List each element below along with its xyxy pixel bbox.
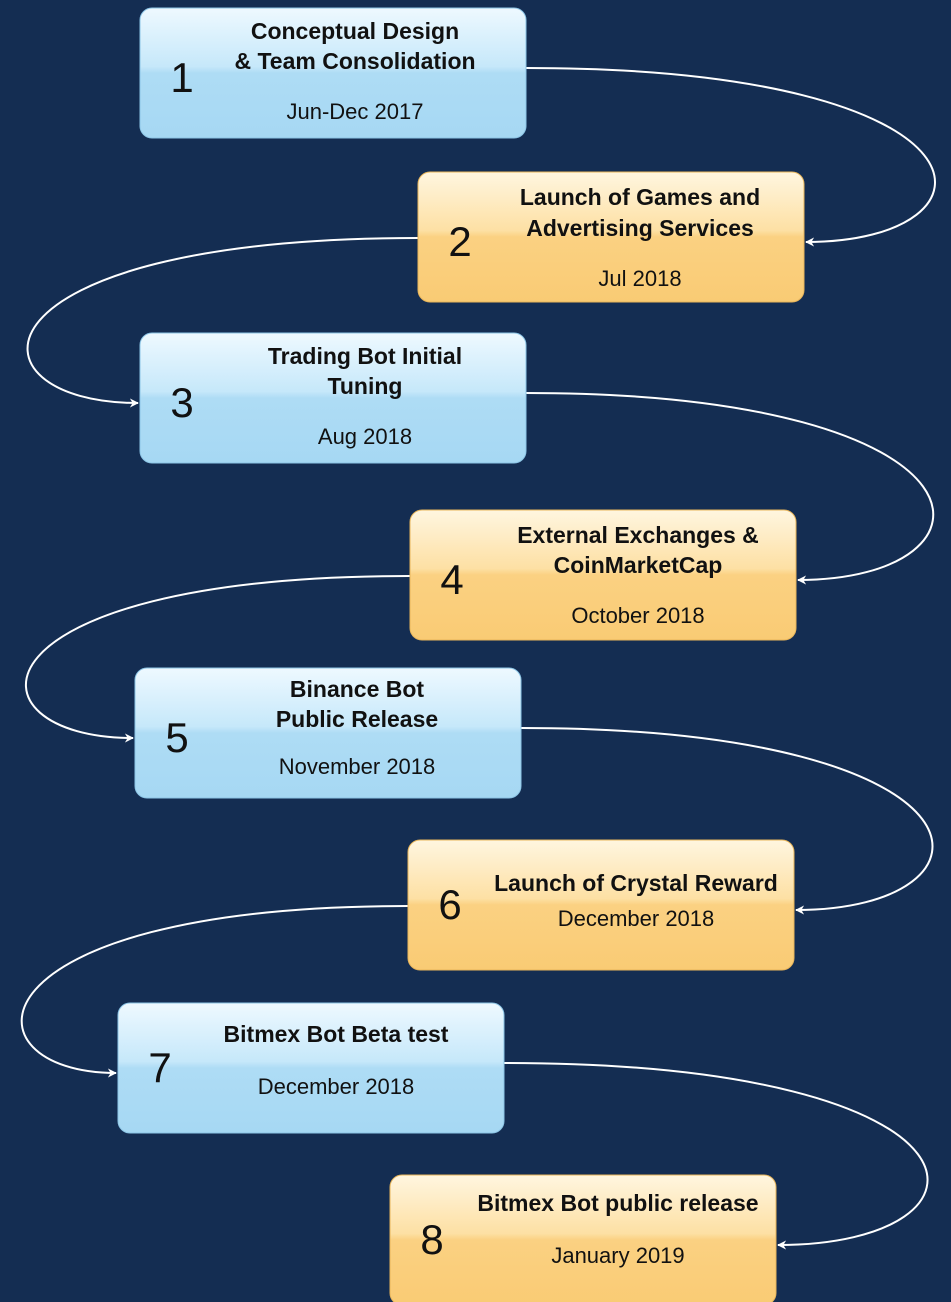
milestone-date: December 2018 [558,906,715,931]
milestone-title: Launch of Games and [520,184,760,210]
milestone-date: January 2019 [551,1243,684,1268]
milestone-title: Conceptual Design [251,18,459,44]
milestone-box [389,1174,777,1302]
milestone-number: 8 [420,1216,443,1263]
milestone-date: Jun-Dec 2017 [287,99,424,124]
milestone-box [409,509,797,641]
milestone-box [417,171,805,303]
milestone-title: Bitmex Bot Beta test [224,1021,449,1047]
milestone-number: 5 [165,714,188,761]
milestone-number: 7 [148,1044,171,1091]
connector-arrow [26,237,419,408]
milestone-title: Bitmex Bot public release [477,1190,758,1216]
milestone-title: Advertising Services [526,215,754,241]
milestone-box [134,667,522,799]
milestone-number: 6 [438,881,461,928]
milestone-date: November 2018 [279,754,436,779]
milestone-number: 1 [170,54,193,101]
connector-arrow [503,1062,929,1250]
milestone-number: 2 [448,218,471,265]
milestone-date: October 2018 [571,603,704,628]
connector-arrow [20,905,409,1078]
milestone-number: 4 [440,556,463,603]
milestone-number: 3 [170,379,193,426]
connector-arrow [24,575,411,743]
milestone-title: External Exchanges & [517,522,759,548]
milestone-date: Aug 2018 [318,424,412,449]
milestone-title: Public Release [276,706,438,732]
milestone-box [117,1002,505,1134]
milestone-box [139,7,527,139]
milestone-title: & Team Consolidation [234,48,475,74]
milestone-date: December 2018 [258,1074,415,1099]
connector-arrow [525,67,936,247]
connector-arrow [525,392,935,585]
milestone-date: Jul 2018 [598,266,681,291]
milestone-title: Launch of Crystal Reward [494,870,778,896]
milestone-box [139,332,527,464]
milestone-box [407,839,795,971]
milestone-title: Binance Bot [290,676,425,702]
milestone-title: Trading Bot Initial [268,343,462,369]
connector-arrow [520,727,934,915]
milestone-title: Tuning [328,373,403,399]
milestone-title: CoinMarketCap [554,552,723,578]
